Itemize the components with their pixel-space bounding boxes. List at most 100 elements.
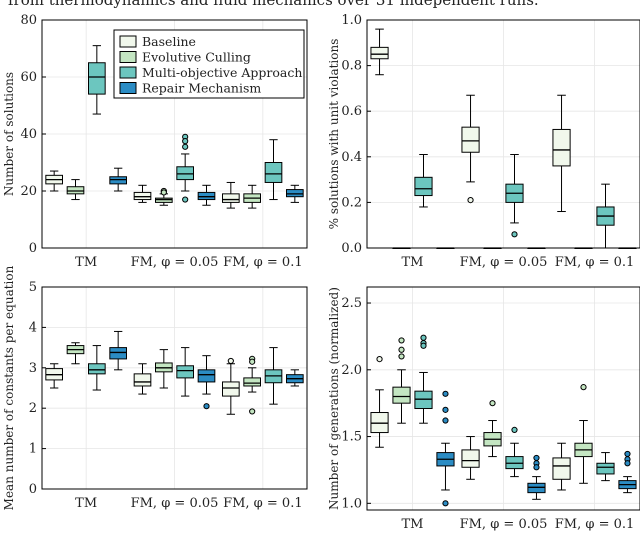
outlier-point xyxy=(442,417,449,424)
box xyxy=(109,347,128,360)
y-tick-label: 0.2 xyxy=(341,195,362,210)
series-multi-objective-approach xyxy=(414,154,615,249)
legend-label: Evolutive Culling xyxy=(142,50,251,65)
y-axis-label: Number of solutions xyxy=(2,72,16,196)
outlier-point xyxy=(511,231,518,238)
y-tick-label: 0.0 xyxy=(341,241,362,256)
series-baseline xyxy=(45,357,240,415)
series-repair-mechanism xyxy=(436,390,637,507)
outlier-point xyxy=(398,353,405,360)
y-tick-label: 2.5 xyxy=(341,296,362,311)
series-repair-mechanism xyxy=(109,167,304,206)
panel-p3: 0 1 2 3 4 5 TM FM, φ = 0.05 FM, φ = 0.1 Mean numb… xyxy=(2,265,308,511)
box xyxy=(286,189,304,198)
box xyxy=(109,176,128,185)
box xyxy=(66,186,85,195)
category-label: FM, φ = 0.05 xyxy=(460,517,548,532)
box xyxy=(264,162,283,183)
box xyxy=(222,193,240,203)
figure-caption: from thermodynamics and fluid mechanics … xyxy=(8,0,539,9)
box xyxy=(370,412,389,434)
y-tick-label: 1.5 xyxy=(341,430,362,445)
box xyxy=(88,363,106,375)
outlier-point xyxy=(182,138,189,145)
legend-swatch xyxy=(119,82,137,94)
category-label: FM, φ = 0.05 xyxy=(460,255,548,270)
legend-label: Repair Mechanism xyxy=(142,81,261,96)
outlier-point xyxy=(533,454,540,462)
outlier-point xyxy=(160,189,167,196)
y-tick-label: 60 xyxy=(20,70,37,85)
outlier-point xyxy=(182,143,189,150)
box xyxy=(155,197,173,203)
box xyxy=(176,365,194,379)
box xyxy=(461,126,480,153)
box xyxy=(392,386,411,404)
panel-p4: 1.0 1.5 2.0 2.5 TM FM, φ = 0.05 FM, φ = 0.1 Num… xyxy=(327,286,640,532)
box xyxy=(370,46,389,60)
outlier-point xyxy=(420,334,427,341)
box xyxy=(197,369,216,383)
outlier-point xyxy=(398,346,405,353)
outlier-point xyxy=(533,464,540,471)
y-tick-label: 20 xyxy=(20,184,37,199)
y-tick-label: 0.6 xyxy=(341,104,362,119)
series-evolutive-culling xyxy=(66,179,261,209)
y-tick-label: 2 xyxy=(29,401,37,416)
outlier-point xyxy=(203,403,210,410)
axes-frame xyxy=(366,286,640,511)
category-label: TM xyxy=(75,496,97,511)
outlier-point xyxy=(442,390,449,397)
outlier-point xyxy=(249,408,256,415)
category-label: TM xyxy=(402,255,424,270)
y-tick-label: 0 xyxy=(29,482,37,497)
box xyxy=(243,377,261,387)
y-tick-label: 0.4 xyxy=(341,150,362,165)
legend-box xyxy=(113,29,305,99)
series-baseline xyxy=(370,356,571,491)
y-axis-label: Number of generations (normalized) xyxy=(327,287,341,510)
legend-swatch xyxy=(119,35,137,48)
legend-swatch xyxy=(119,66,137,79)
box xyxy=(552,128,571,167)
box xyxy=(461,449,480,468)
y-tick-label: 1.0 xyxy=(341,496,362,511)
outlier-point xyxy=(420,342,427,349)
box xyxy=(222,381,240,397)
y-tick-label: 5 xyxy=(29,280,37,295)
category-label: FM, φ = 0.1 xyxy=(555,517,635,532)
series-multi-objective-approach xyxy=(88,345,283,405)
category-label: FM, φ = 0.05 xyxy=(131,496,219,511)
y-axis-label: Mean number of constants per equation xyxy=(2,265,16,510)
y-tick-label: 40 xyxy=(20,127,37,142)
box xyxy=(133,373,152,387)
y-tick-label: 2.0 xyxy=(341,363,362,378)
box xyxy=(414,390,433,410)
axes-frame xyxy=(41,19,308,249)
outlier-point xyxy=(624,450,631,458)
outlier-point xyxy=(489,400,496,407)
category-label: TM xyxy=(402,517,424,532)
box xyxy=(176,166,194,181)
category-label: FM, φ = 0.05 xyxy=(131,255,219,270)
outlier-point xyxy=(511,426,518,433)
box xyxy=(133,191,152,201)
y-tick-label: 0.8 xyxy=(341,59,362,74)
outlier-point xyxy=(580,384,587,391)
legend-label: Multi-objective Approach xyxy=(142,65,302,80)
category-label: FM, φ = 0.1 xyxy=(223,255,303,270)
outlier-point xyxy=(624,460,631,467)
box xyxy=(197,191,216,201)
series-baseline xyxy=(45,170,240,209)
box xyxy=(596,462,615,475)
category-label: FM, φ = 0.1 xyxy=(223,496,303,511)
outlier-point xyxy=(398,337,405,344)
legend-label: Baseline xyxy=(142,34,196,49)
outlier-point xyxy=(182,196,189,203)
outlier-point xyxy=(467,197,474,204)
y-tick-label: 1 xyxy=(29,442,37,457)
outlier-point xyxy=(249,358,256,365)
box xyxy=(527,482,546,494)
